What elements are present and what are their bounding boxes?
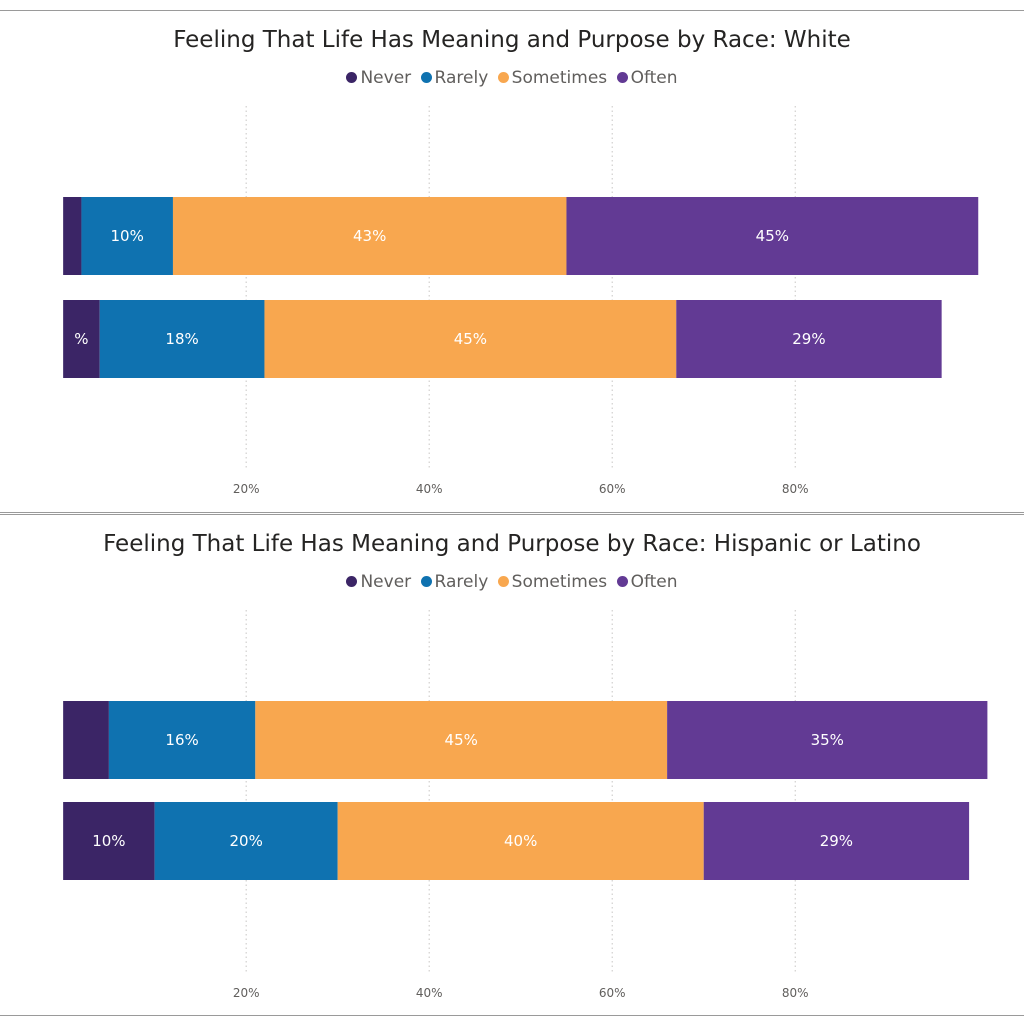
x-tick-label: 40% bbox=[416, 986, 443, 1000]
bar-segment-never[interactable] bbox=[63, 197, 82, 275]
x-tick-label: 60% bbox=[599, 986, 626, 1000]
bar-segment-rarely[interactable] bbox=[108, 701, 256, 779]
x-tick-label: 60% bbox=[599, 482, 626, 496]
chart-legend: Never Rarely Sometimes Often bbox=[0, 68, 1024, 88]
data-label: 43% bbox=[353, 227, 386, 245]
legend-item-rarely[interactable]: Rarely bbox=[420, 68, 489, 88]
legend-item-often[interactable]: Often bbox=[616, 572, 678, 592]
legend-never-dot-icon bbox=[346, 72, 358, 83]
data-label: 45% bbox=[445, 731, 478, 749]
legend-item-sometimes[interactable]: Sometimes bbox=[497, 68, 608, 88]
data-label: 10% bbox=[111, 227, 144, 245]
bar-segment-never[interactable] bbox=[63, 802, 155, 880]
legend-item-often[interactable]: Often bbox=[616, 68, 678, 88]
bar-segment-never[interactable] bbox=[63, 701, 109, 779]
legend-sometimes-dot-icon bbox=[497, 72, 509, 83]
chart-panel-white: Feeling That Life Has Meaning and Purpos… bbox=[0, 10, 1024, 513]
x-tick-label: 20% bbox=[233, 986, 260, 1000]
bar-segment-never[interactable] bbox=[63, 300, 100, 378]
legend-item-never[interactable]: Never bbox=[346, 572, 411, 592]
x-tick-label: 40% bbox=[416, 482, 443, 496]
bar-segment-often[interactable] bbox=[703, 802, 970, 880]
data-label: 29% bbox=[820, 832, 853, 850]
bar-segment-rarely[interactable] bbox=[99, 300, 265, 378]
legend-label: Never bbox=[360, 572, 412, 592]
bar-segment-sometimes[interactable] bbox=[264, 300, 677, 378]
data-label: % bbox=[74, 330, 88, 348]
bar-segment-often[interactable] bbox=[566, 197, 979, 275]
legend-item-sometimes[interactable]: Sometimes bbox=[497, 572, 608, 592]
legend-often-dot-icon bbox=[616, 72, 628, 83]
legend-item-never[interactable]: Never bbox=[346, 68, 411, 88]
legend-rarely-dot-icon bbox=[420, 72, 432, 83]
legend-label: Often bbox=[630, 68, 678, 88]
legend-often-dot-icon bbox=[616, 576, 628, 587]
data-label: 29% bbox=[792, 330, 825, 348]
legend-label: Rarely bbox=[434, 572, 489, 592]
legend-item-rarely[interactable]: Rarely bbox=[420, 572, 489, 592]
legend-label: Often bbox=[630, 572, 678, 592]
x-tick-label: 20% bbox=[233, 482, 260, 496]
bar-segment-rarely[interactable] bbox=[81, 197, 173, 275]
chart-legend: Never Rarely Sometimes Often bbox=[0, 572, 1024, 592]
data-label: 18% bbox=[165, 330, 198, 348]
bar-segment-often[interactable] bbox=[676, 300, 942, 378]
chart-title: Feeling That Life Has Meaning and Purpos… bbox=[173, 27, 851, 53]
chart-title: Feeling That Life Has Meaning and Purpos… bbox=[103, 531, 921, 557]
bar-segment-sometimes[interactable] bbox=[337, 802, 704, 880]
legend-never-dot-icon bbox=[346, 576, 358, 587]
bar-segment-often[interactable] bbox=[667, 701, 988, 779]
bar-segment-rarely[interactable] bbox=[154, 802, 338, 880]
legend-label: Sometimes bbox=[511, 572, 608, 592]
bar-segment-sometimes[interactable] bbox=[255, 701, 668, 779]
x-tick-label: 80% bbox=[782, 986, 809, 1000]
bar-chart-plot: 20% 40% 60% 80% 16% 45% 35% 10% 20% 40% 29% bbox=[63, 610, 988, 1000]
data-label: 45% bbox=[454, 330, 487, 348]
data-label: 45% bbox=[756, 227, 789, 245]
legend-label: Rarely bbox=[434, 68, 489, 88]
bar-segment-sometimes[interactable] bbox=[172, 197, 567, 275]
legend-label: Sometimes bbox=[511, 68, 608, 88]
x-tick-label: 80% bbox=[782, 482, 809, 496]
legend-rarely-dot-icon bbox=[420, 576, 432, 587]
data-label: 35% bbox=[811, 731, 844, 749]
chart-panel-hispanic-or-latino: Feeling That Life Has Meaning and Purpos… bbox=[0, 514, 1024, 1016]
legend-label: Never bbox=[360, 68, 412, 88]
data-label: 10% bbox=[92, 832, 125, 850]
data-label: 40% bbox=[504, 832, 537, 850]
legend-sometimes-dot-icon bbox=[497, 576, 509, 587]
data-label: 20% bbox=[229, 832, 262, 850]
data-label: 16% bbox=[165, 731, 198, 749]
bar-chart-plot: 20% 40% 60% 80% 10% 43% 45%% 18% 45% 29% bbox=[63, 106, 979, 496]
